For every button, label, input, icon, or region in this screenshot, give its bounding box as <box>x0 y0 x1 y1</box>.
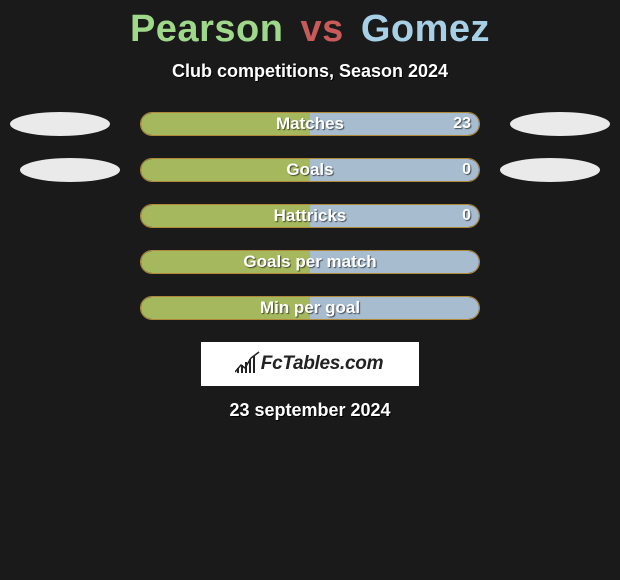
bar-fill-p2 <box>310 251 479 273</box>
bar-fill-p2 <box>310 113 479 135</box>
stat-bar: Goals 0 <box>140 158 480 182</box>
bar-fill-p2 <box>310 205 479 227</box>
stat-row-goals-per-match: Goals per match <box>0 250 620 274</box>
player-photo-placeholder <box>500 158 600 182</box>
bar-fill-p1 <box>141 297 310 319</box>
logo-label: FcTables.com <box>261 353 383 375</box>
subtitle: Club competitions, Season 2024 <box>0 61 620 82</box>
comparison-infographic: Pearson vs Gomez Club competitions, Seas… <box>0 8 620 580</box>
stat-row-matches: Matches 23 <box>0 112 620 136</box>
stat-bar: Goals per match <box>140 250 480 274</box>
page-title: Pearson vs Gomez <box>0 8 620 51</box>
stat-bar: Min per goal <box>140 296 480 320</box>
bar-fill-p1 <box>141 251 310 273</box>
bar-fill-p2 <box>310 297 479 319</box>
bar-fill-p1 <box>141 113 310 135</box>
stat-rows: Matches 23 Goals 0 Hattricks <box>0 112 620 320</box>
logo-chart-icon <box>237 355 257 373</box>
player-photo-placeholder <box>510 112 610 136</box>
title-vs: vs <box>300 8 343 50</box>
stat-row-min-per-goal: Min per goal <box>0 296 620 320</box>
player-photo-placeholder <box>20 158 120 182</box>
stat-row-hattricks: Hattricks 0 <box>0 204 620 228</box>
bar-fill-p1 <box>141 205 310 227</box>
player1-name: Pearson <box>130 8 283 50</box>
source-logo: FcTables.com <box>201 342 419 386</box>
date-text: 23 september 2024 <box>0 400 620 421</box>
player2-name: Gomez <box>361 8 490 50</box>
stat-row-goals: Goals 0 <box>0 158 620 182</box>
stat-bar: Hattricks 0 <box>140 204 480 228</box>
bar-fill-p1 <box>141 159 310 181</box>
logo-text: FcTables.com <box>237 353 383 375</box>
player-photo-placeholder <box>10 112 110 136</box>
bar-fill-p2 <box>310 159 479 181</box>
stat-bar: Matches 23 <box>140 112 480 136</box>
